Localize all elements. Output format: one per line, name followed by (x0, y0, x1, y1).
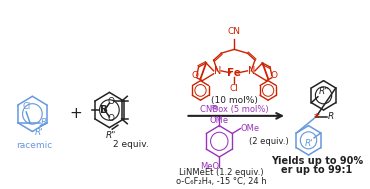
Text: R: R (328, 112, 334, 121)
Text: (2 equiv.): (2 equiv.) (249, 137, 289, 146)
Text: o-C₆F₂H₄, -15 °C, 24 h: o-C₆F₂H₄, -15 °C, 24 h (176, 177, 266, 186)
Text: Ph: Ph (210, 105, 219, 111)
Text: *: * (314, 113, 320, 123)
Text: +: + (69, 106, 82, 121)
Text: O: O (191, 71, 198, 80)
Text: LiNMeEt (1.2 equiv.): LiNMeEt (1.2 equiv.) (179, 168, 263, 177)
Text: O: O (270, 71, 277, 80)
Text: (10 mol%): (10 mol%) (211, 96, 258, 105)
Text: R': R' (35, 128, 44, 137)
Text: CNBox (5 mol%): CNBox (5 mol%) (200, 105, 269, 114)
Text: Cl: Cl (230, 84, 239, 93)
Text: B: B (100, 105, 108, 115)
Text: MeO: MeO (200, 162, 219, 171)
Text: R": R" (106, 131, 117, 140)
Text: OMe: OMe (240, 124, 260, 133)
Text: OMe: OMe (210, 116, 229, 125)
Text: R: R (41, 118, 47, 127)
Text: N: N (248, 66, 255, 76)
Text: 2 equiv.: 2 equiv. (113, 140, 149, 149)
Text: racemic: racemic (16, 141, 53, 150)
Text: Cl: Cl (22, 102, 30, 111)
Text: R': R' (305, 139, 313, 148)
Text: Fe: Fe (228, 68, 241, 78)
Text: O: O (108, 114, 115, 123)
Text: N: N (214, 66, 221, 76)
Text: CN: CN (228, 27, 241, 36)
Text: O: O (108, 97, 115, 106)
Text: R": R" (319, 87, 329, 96)
Text: Yields up to 90%: Yields up to 90% (271, 156, 363, 166)
Text: er up to 99:1: er up to 99:1 (281, 165, 353, 175)
